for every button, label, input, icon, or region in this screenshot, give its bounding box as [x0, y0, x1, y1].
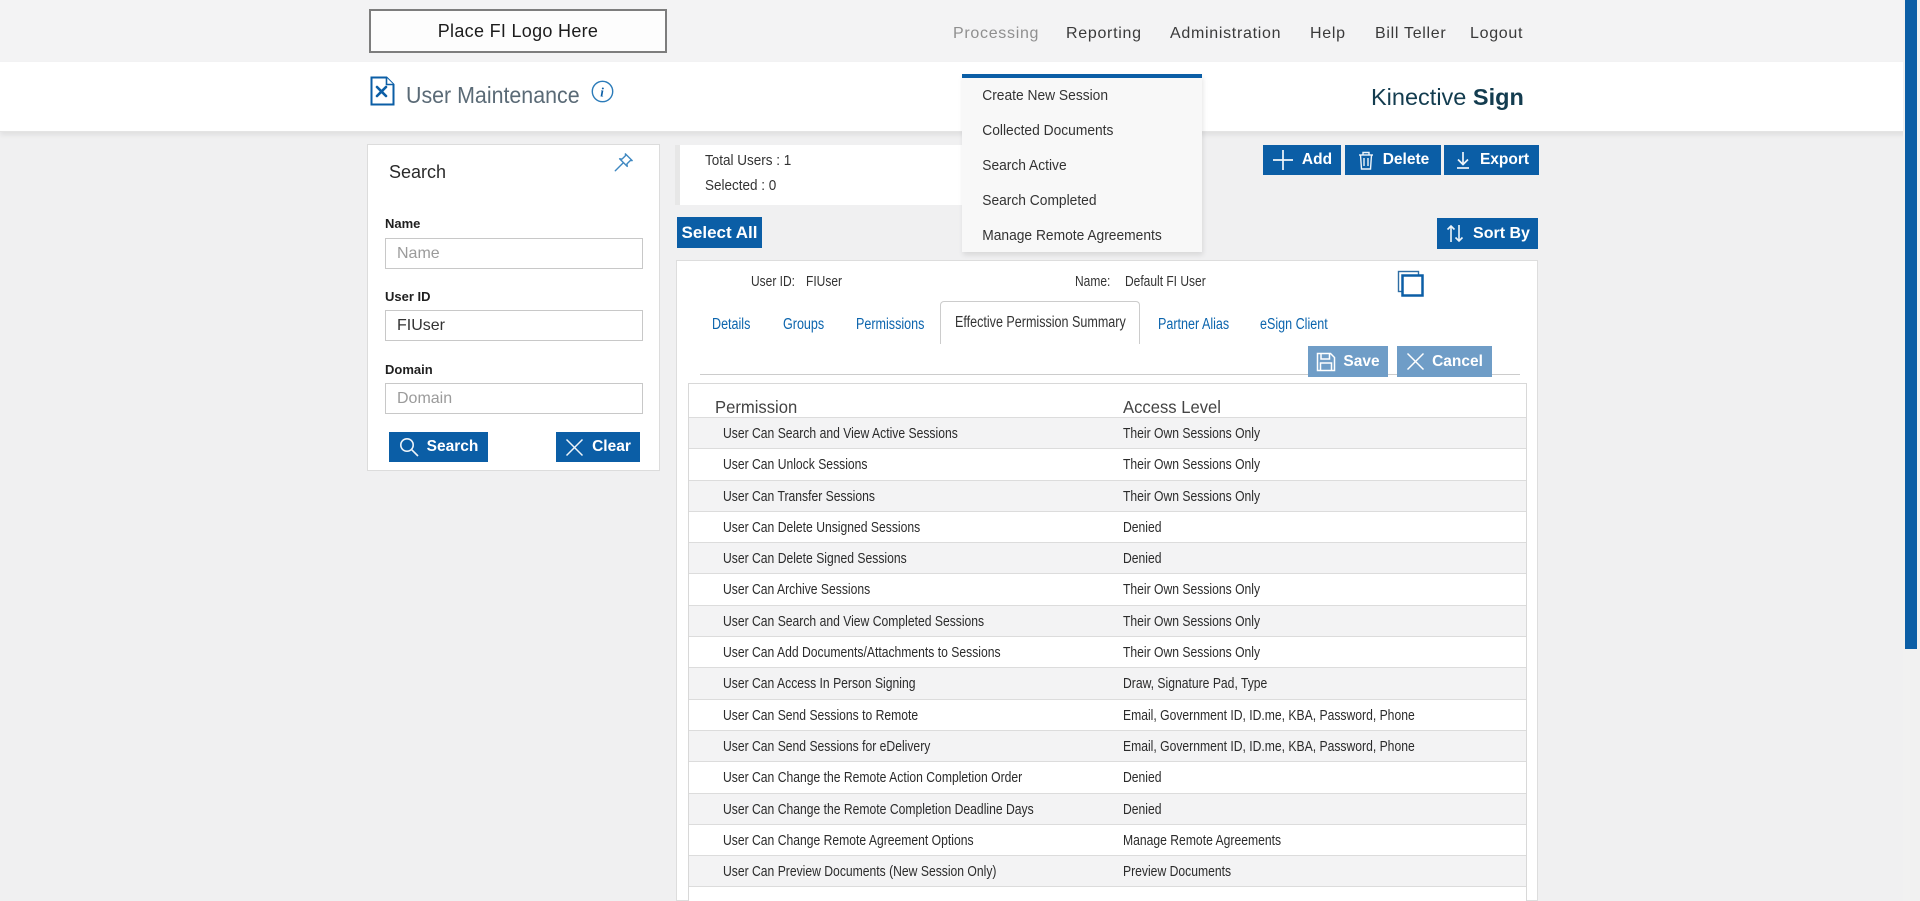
- svg-text:i: i: [600, 84, 604, 99]
